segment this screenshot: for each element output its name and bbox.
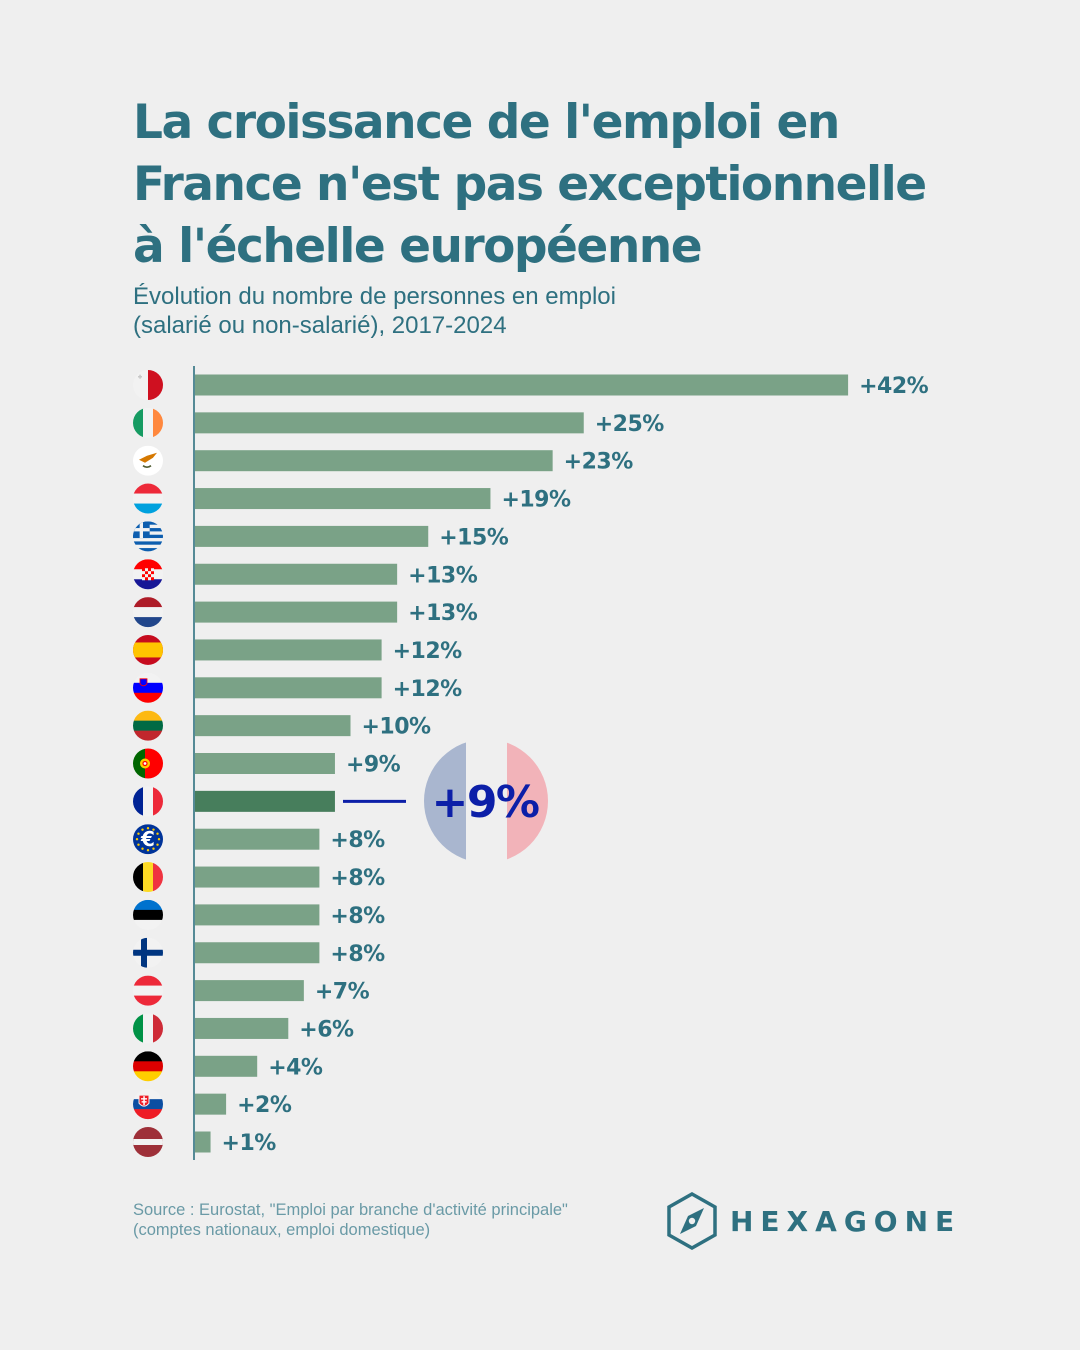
flag-estonia-icon [133,899,163,930]
value-label: +13% [408,563,478,588]
value-label: +23% [564,450,634,475]
source-note: Source : Eurostat, "Emploi par branche d… [133,1200,568,1240]
value-label: +4% [268,1055,323,1080]
flag-belgium-icon [133,862,163,893]
bar-portugal [195,753,335,774]
flag-ireland-icon [133,407,163,438]
bar-finland [195,942,320,964]
flag-netherlands-icon [133,597,163,628]
chart-subtitle: Évolution du nombre de personnes en empl… [133,282,616,340]
flag-euro-area-icon: € [133,824,163,855]
bar-germany [195,1055,258,1077]
value-label: +9% [346,753,401,778]
value-label: +8% [330,828,385,853]
flag-luxembourg-icon [133,483,163,514]
source-line: Source : Eurostat, "Emploi par branche d… [133,1201,568,1219]
flag-slovenia-icon [133,672,163,703]
bar-estonia [195,904,320,926]
value-label: +15% [439,525,509,550]
flag-latvia-icon [133,1127,163,1157]
logo-text: HEXAGONE [730,1204,962,1238]
flag-croatia-icon [133,559,163,590]
bar-greece [195,525,429,547]
value-label: +2% [237,1093,292,1118]
bar-belgium [195,866,320,888]
flag-cyprus-icon [133,445,163,476]
bar-netherlands [195,601,398,623]
value-label: +19% [501,488,571,513]
bar-croatia [195,563,398,585]
value-label: +25% [595,412,665,437]
bar-france-highlight [195,790,335,812]
value-label: +10% [362,715,432,740]
value-label: +1% [222,1131,277,1156]
bar-malta [195,374,849,396]
bar-italy [195,1017,289,1039]
bar-austria [195,980,304,1002]
flag-france-icon [133,786,163,817]
bar-ireland [195,412,584,434]
title-line: à l'échelle européenne [133,219,703,274]
value-label: +7% [315,980,370,1005]
flag-slovakia-icon [133,1089,163,1120]
value-label: +8% [330,904,385,929]
svg-text:€: € [140,827,155,851]
bar-euro-area [195,828,320,850]
flag-greece-icon [133,521,163,552]
value-label: +8% [330,866,385,891]
bar-latvia [195,1131,211,1153]
flag-malta-icon [133,370,163,400]
flag-finland-icon [133,937,163,968]
bar-luxembourg [195,488,491,510]
value-label: +12% [393,639,463,664]
flag-portugal-icon [133,748,163,779]
subtitle-line: Évolution du nombre de personnes en empl… [133,283,616,310]
hexagon-compass-icon [667,1192,717,1250]
bar-cyprus [195,450,553,472]
value-label: +13% [408,601,478,626]
value-label: +12% [393,677,463,702]
bar-slovakia [195,1093,227,1115]
source-line: (comptes nationaux, emploi domestique) [133,1221,431,1239]
flag-germany-icon [133,1051,163,1082]
value-label: +8% [330,942,385,967]
flag-austria-icon [133,975,163,1006]
france-callout-circle [424,739,548,863]
bar-spain [195,639,382,661]
title-line: France n'est pas exceptionnelle [133,157,927,212]
value-label: +6% [299,1017,354,1042]
hexagone-logo: HEXAGONE [666,1192,961,1250]
subtitle-line: (salarié ou non-salarié), 2017-2024 [133,312,507,339]
title-line: La croissance de l'emploi en [133,95,840,150]
bar-slovenia [195,677,382,699]
flag-lithuania-icon [133,710,163,741]
chart-title: La croissance de l'emploi en France n'es… [133,92,993,278]
france-callout-value: +9% [431,777,538,828]
bar-lithuania [195,715,351,737]
value-label: +42% [859,374,929,399]
flag-spain-icon [133,634,163,665]
flag-italy-icon [133,1013,163,1044]
